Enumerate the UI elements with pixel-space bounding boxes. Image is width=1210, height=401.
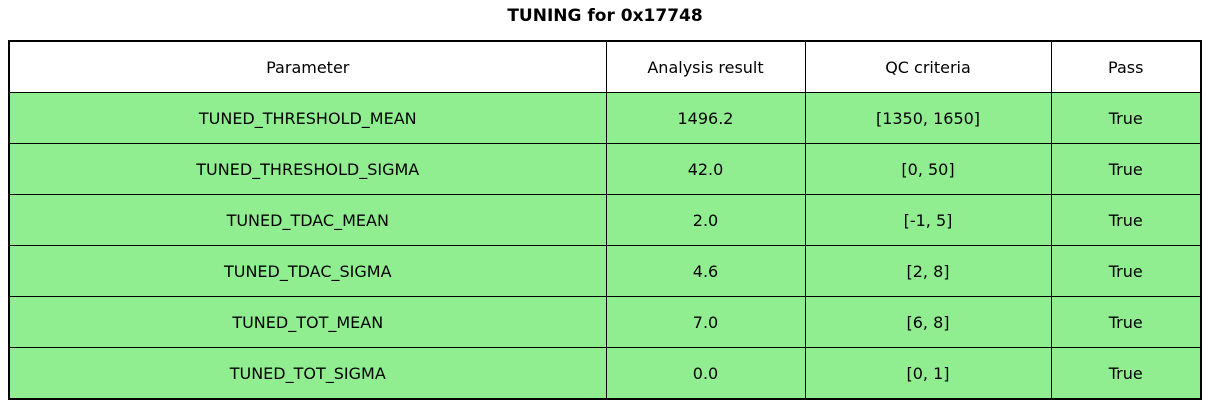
column-header-parameter: Parameter (8, 40, 607, 93)
table-row: TUNED_THRESHOLD_SIGMA 42.0 [0, 50] True (8, 143, 1202, 195)
table-row: TUNED_TOT_MEAN 7.0 [6, 8] True (8, 296, 1202, 348)
analysis-result-cell: 4.6 (605, 245, 806, 297)
parameter-cell: TUNED_THRESHOLD_SIGMA (8, 143, 607, 195)
table-header-row: Parameter Analysis result QC criteria Pa… (8, 40, 1202, 93)
column-header-qc-criteria: QC criteria (804, 40, 1052, 93)
analysis-result-cell: 7.0 (605, 296, 806, 348)
parameter-cell: TUNED_TDAC_MEAN (8, 194, 607, 246)
column-header-analysis-result: Analysis result (605, 40, 806, 93)
table-row: TUNED_TOT_SIGMA 0.0 [0, 1] True (8, 347, 1202, 400)
analysis-result-cell: 0.0 (605, 347, 806, 400)
analysis-result-cell: 42.0 (605, 143, 806, 195)
pass-cell: True (1050, 245, 1202, 297)
qc-criteria-cell: [1350, 1650] (804, 92, 1052, 144)
column-header-pass: Pass (1050, 40, 1202, 93)
pass-cell: True (1050, 194, 1202, 246)
table-row: TUNED_TDAC_MEAN 2.0 [-1, 5] True (8, 194, 1202, 246)
table-row: TUNED_THRESHOLD_MEAN 1496.2 [1350, 1650]… (8, 92, 1202, 144)
page-title: TUNING for 0x17748 (507, 6, 703, 26)
qc-results-table: Parameter Analysis result QC criteria Pa… (8, 40, 1202, 400)
parameter-cell: TUNED_TOT_MEAN (8, 296, 607, 348)
parameter-cell: TUNED_THRESHOLD_MEAN (8, 92, 607, 144)
pass-cell: True (1050, 296, 1202, 348)
qc-criteria-cell: [0, 50] (804, 143, 1052, 195)
parameter-cell: TUNED_TDAC_SIGMA (8, 245, 607, 297)
qc-criteria-cell: [0, 1] (804, 347, 1052, 400)
qc-criteria-cell: [-1, 5] (804, 194, 1052, 246)
pass-cell: True (1050, 143, 1202, 195)
analysis-result-cell: 2.0 (605, 194, 806, 246)
pass-cell: True (1050, 347, 1202, 400)
table-row: TUNED_TDAC_SIGMA 4.6 [2, 8] True (8, 245, 1202, 297)
qc-criteria-cell: [6, 8] (804, 296, 1052, 348)
pass-cell: True (1050, 92, 1202, 144)
parameter-cell: TUNED_TOT_SIGMA (8, 347, 607, 400)
qc-criteria-cell: [2, 8] (804, 245, 1052, 297)
analysis-result-cell: 1496.2 (605, 92, 806, 144)
